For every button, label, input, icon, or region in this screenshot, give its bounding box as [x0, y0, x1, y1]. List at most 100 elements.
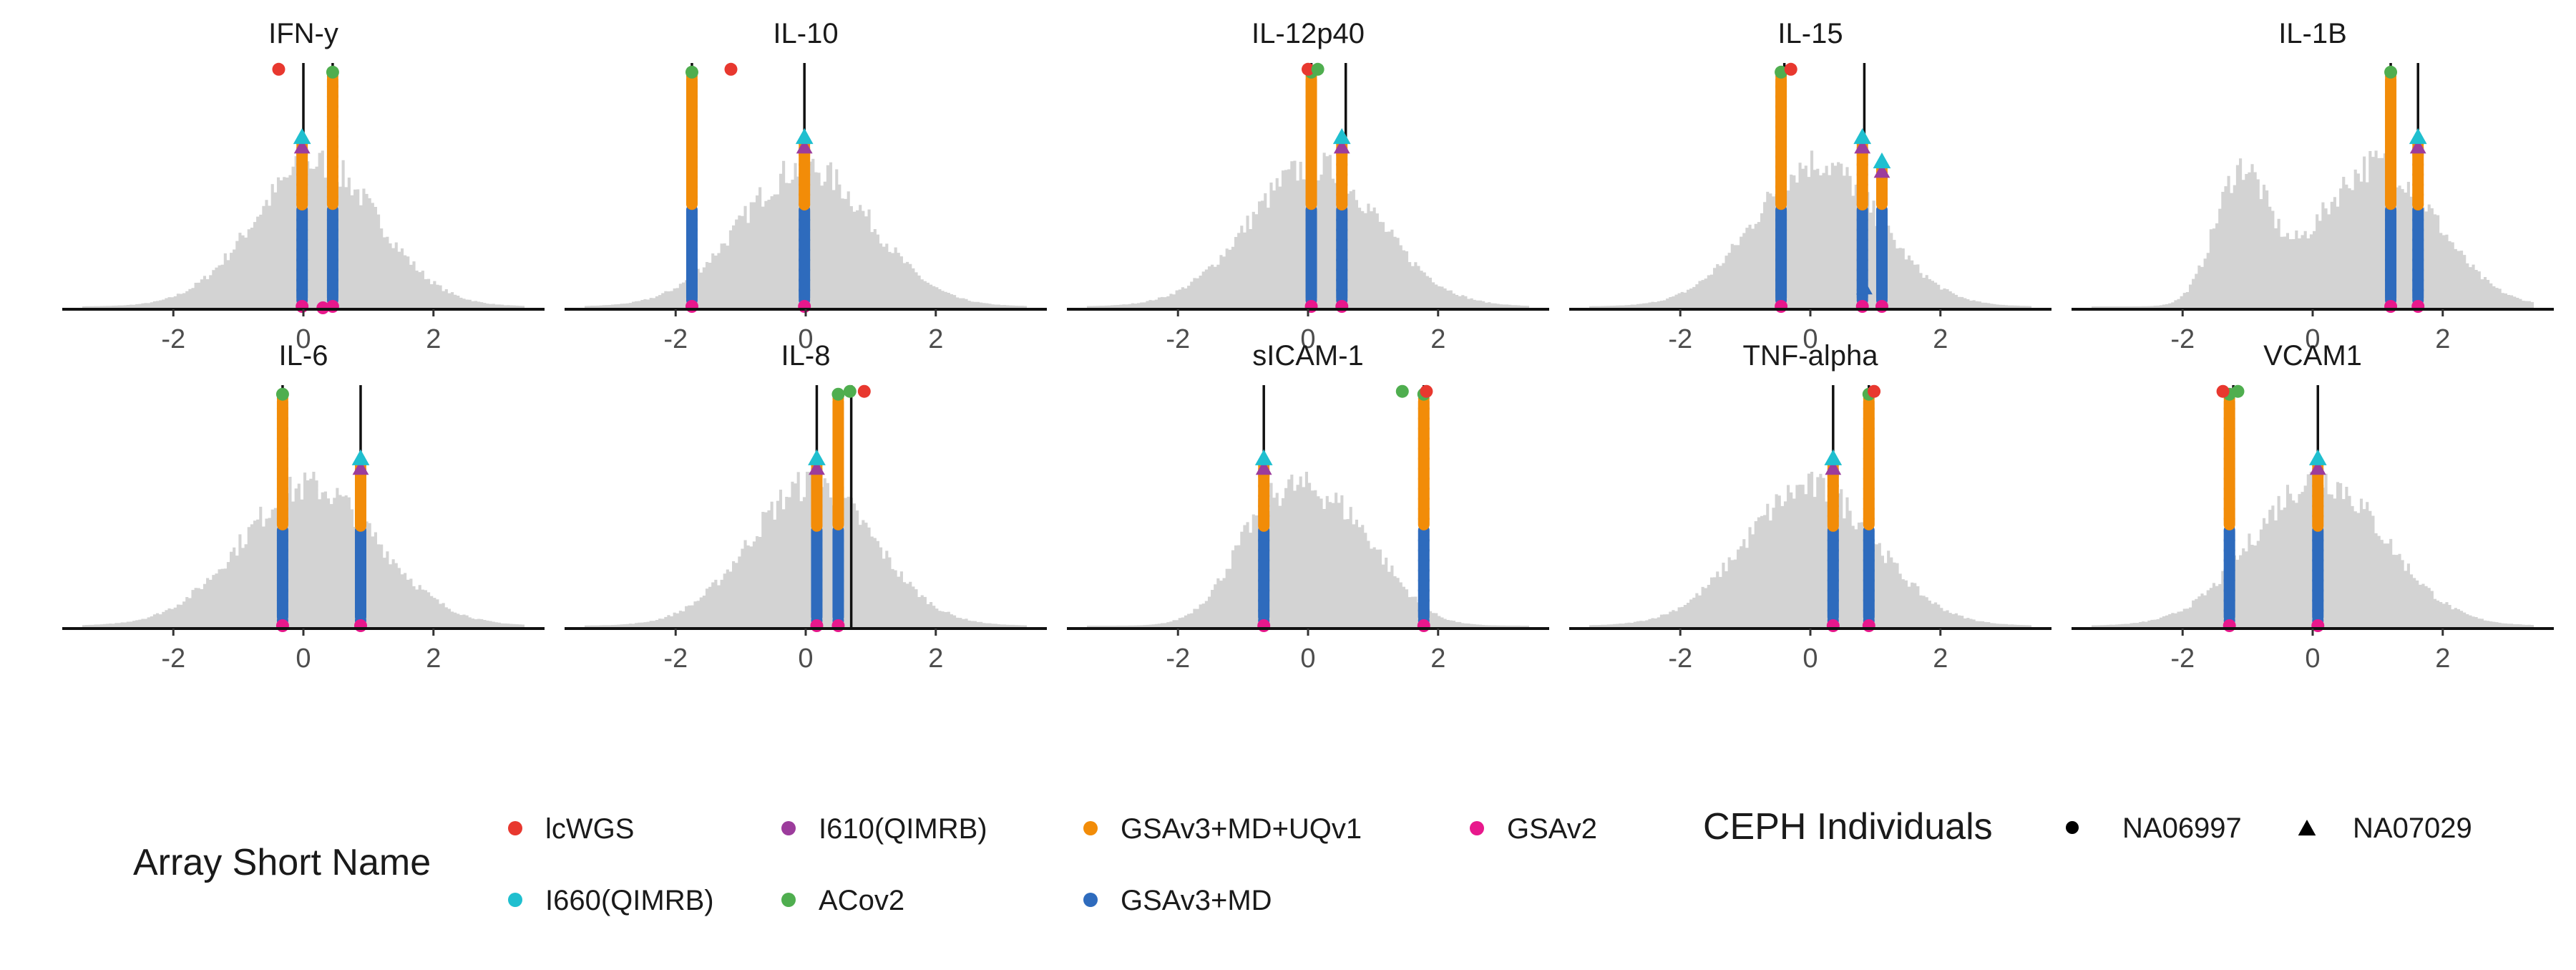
- point-gsav3-md: [326, 264, 338, 276]
- point-gsav3-md: [1305, 264, 1317, 276]
- point-gsav3-md: [1336, 264, 1348, 276]
- point-i610-qimrb: [2409, 139, 2426, 154]
- point-gsav3-md: [354, 604, 366, 616]
- point-gsav3-md: [1258, 554, 1270, 566]
- point-gsav3-md-uqv1: [276, 452, 288, 465]
- point-gsav3-md: [354, 584, 366, 596]
- panel-il-15: IL-15 -2 0 2: [1569, 18, 2051, 354]
- point-gsav3-md-uqv1: [1863, 422, 1875, 435]
- legend-key-circle: [2066, 821, 2079, 834]
- point-gsav2: [1304, 300, 1318, 313]
- point-gsav3-md-uqv1: [276, 493, 288, 505]
- point-gsav3-md-uqv1: [2385, 130, 2397, 142]
- point-gsav3-md: [326, 274, 338, 286]
- point-gsav3-md: [1418, 534, 1430, 546]
- point-gsav3-md: [811, 594, 823, 606]
- legend-label: I610(QIMRB): [819, 813, 987, 845]
- point-gsav3-md-uqv1: [799, 169, 811, 180]
- point-gsav3-md-uqv1: [1258, 510, 1270, 522]
- point-gsav3-md-uqv1: [296, 189, 308, 200]
- histogram: [1589, 471, 2031, 627]
- point-gsav3-md-uqv1: [2385, 150, 2397, 163]
- legend-label: GSAv3+MD+UQv1: [1121, 813, 1362, 845]
- point-gsav3-md: [1305, 224, 1317, 236]
- point-gsav3-md-uqv1: [832, 402, 844, 414]
- point-gsav3-md: [1305, 254, 1317, 266]
- x-tick-label: 2: [1430, 324, 1445, 354]
- point-i610-qimrb: [1333, 139, 1350, 154]
- panel-title: IL-6: [279, 340, 328, 372]
- point-gsav3-md-uqv1: [1863, 412, 1875, 425]
- point-gsav3-md: [326, 224, 338, 236]
- point-gsav3-md-uqv1: [2412, 199, 2424, 210]
- point-gsav3-md: [1775, 254, 1787, 266]
- x-tick-label: 2: [1430, 644, 1445, 674]
- point-gsav3-md-uqv1: [1305, 150, 1317, 163]
- point-i660-qimrb: [1873, 152, 1891, 169]
- point-gsav3-md-uqv1: [1305, 80, 1317, 92]
- point-i660-qimrb: [351, 449, 370, 465]
- point-gsav3-md: [2223, 574, 2235, 586]
- point-gsav3-md: [276, 554, 288, 566]
- point-i660-qimrb: [2308, 449, 2327, 465]
- point-gsav3-md-uqv1: [1418, 462, 1430, 475]
- point-extra: [1302, 62, 1314, 76]
- point-gsav3-md-uqv1: [1863, 402, 1875, 414]
- point-gsav3-md: [1775, 264, 1787, 276]
- point-i660-qimrb: [293, 128, 311, 145]
- point-gsav3-md-uqv1: [354, 510, 366, 522]
- point-gsav3-md-uqv1: [354, 520, 366, 532]
- panel-title: IL-1B: [2278, 18, 2347, 49]
- point-gsav3-md: [811, 584, 823, 596]
- point-acov2: [275, 387, 289, 401]
- point-gsav3-md: [354, 574, 366, 586]
- point-gsav3-md-uqv1: [2223, 412, 2235, 425]
- point-gsav3-md-uqv1: [686, 150, 698, 163]
- point-gsav3-md: [1258, 594, 1270, 606]
- point-gsav3-md-uqv1: [2412, 159, 2424, 170]
- point-gsav3-md-uqv1: [686, 100, 698, 112]
- point-gsav3-md: [799, 274, 811, 286]
- point-gsav3-md-uqv1: [1418, 482, 1430, 495]
- point-gsav3-md: [811, 564, 823, 576]
- point-extra: [2216, 384, 2230, 398]
- point-i610-qimrb: [1825, 460, 1842, 475]
- point-gsav3-md-uqv1: [1305, 170, 1317, 183]
- point-gsav3-md: [2412, 224, 2424, 236]
- point-gsav3-md: [1305, 274, 1317, 286]
- point-gsav3-md-uqv1: [276, 472, 288, 485]
- point-extra: [1868, 384, 1881, 398]
- x-tick-label: 0: [2305, 644, 2320, 674]
- point-gsav3-md: [2385, 284, 2397, 296]
- point-extra: [843, 384, 857, 398]
- point-gsav3-md-uqv1: [2412, 189, 2424, 200]
- point-gsav3-md-uqv1: [2312, 510, 2324, 522]
- point-gsav3-md: [296, 214, 308, 226]
- point-gsav2: [2384, 300, 2398, 313]
- point-gsav3-md-uqv1: [326, 190, 338, 203]
- point-gsav3-md: [354, 544, 366, 556]
- point-gsav2: [1862, 619, 1875, 632]
- point-extra: [1395, 384, 1409, 398]
- point-gsav3-md-uqv1: [1336, 179, 1348, 190]
- point-gsav3-md-uqv1: [811, 520, 823, 532]
- point-i660-qimrb: [1853, 128, 1872, 145]
- histogram: [585, 471, 1027, 627]
- panel-il-1b: IL-1B -2 0 2: [2072, 18, 2554, 354]
- point-gsav3-md: [799, 254, 811, 266]
- point-gsav3-md: [1863, 574, 1875, 586]
- x-tick-label: 2: [426, 324, 441, 354]
- point-gsav3-md-uqv1: [1305, 180, 1317, 193]
- point-acov2: [2384, 65, 2398, 79]
- x-tick-label: 2: [928, 644, 943, 674]
- legend-label: lcWGS: [545, 813, 634, 845]
- point-gsav3-md: [1775, 244, 1787, 256]
- panel-vcam1: VCAM1 -2 0 2: [2072, 340, 2554, 674]
- point-gsav3-md: [2385, 214, 2397, 226]
- point-gsav3-md: [1775, 284, 1787, 296]
- point-gsav3-md: [1418, 584, 1430, 596]
- point-gsav3-md-uqv1: [326, 180, 338, 193]
- point-acov2: [326, 65, 339, 79]
- point-extra: [1856, 279, 1873, 295]
